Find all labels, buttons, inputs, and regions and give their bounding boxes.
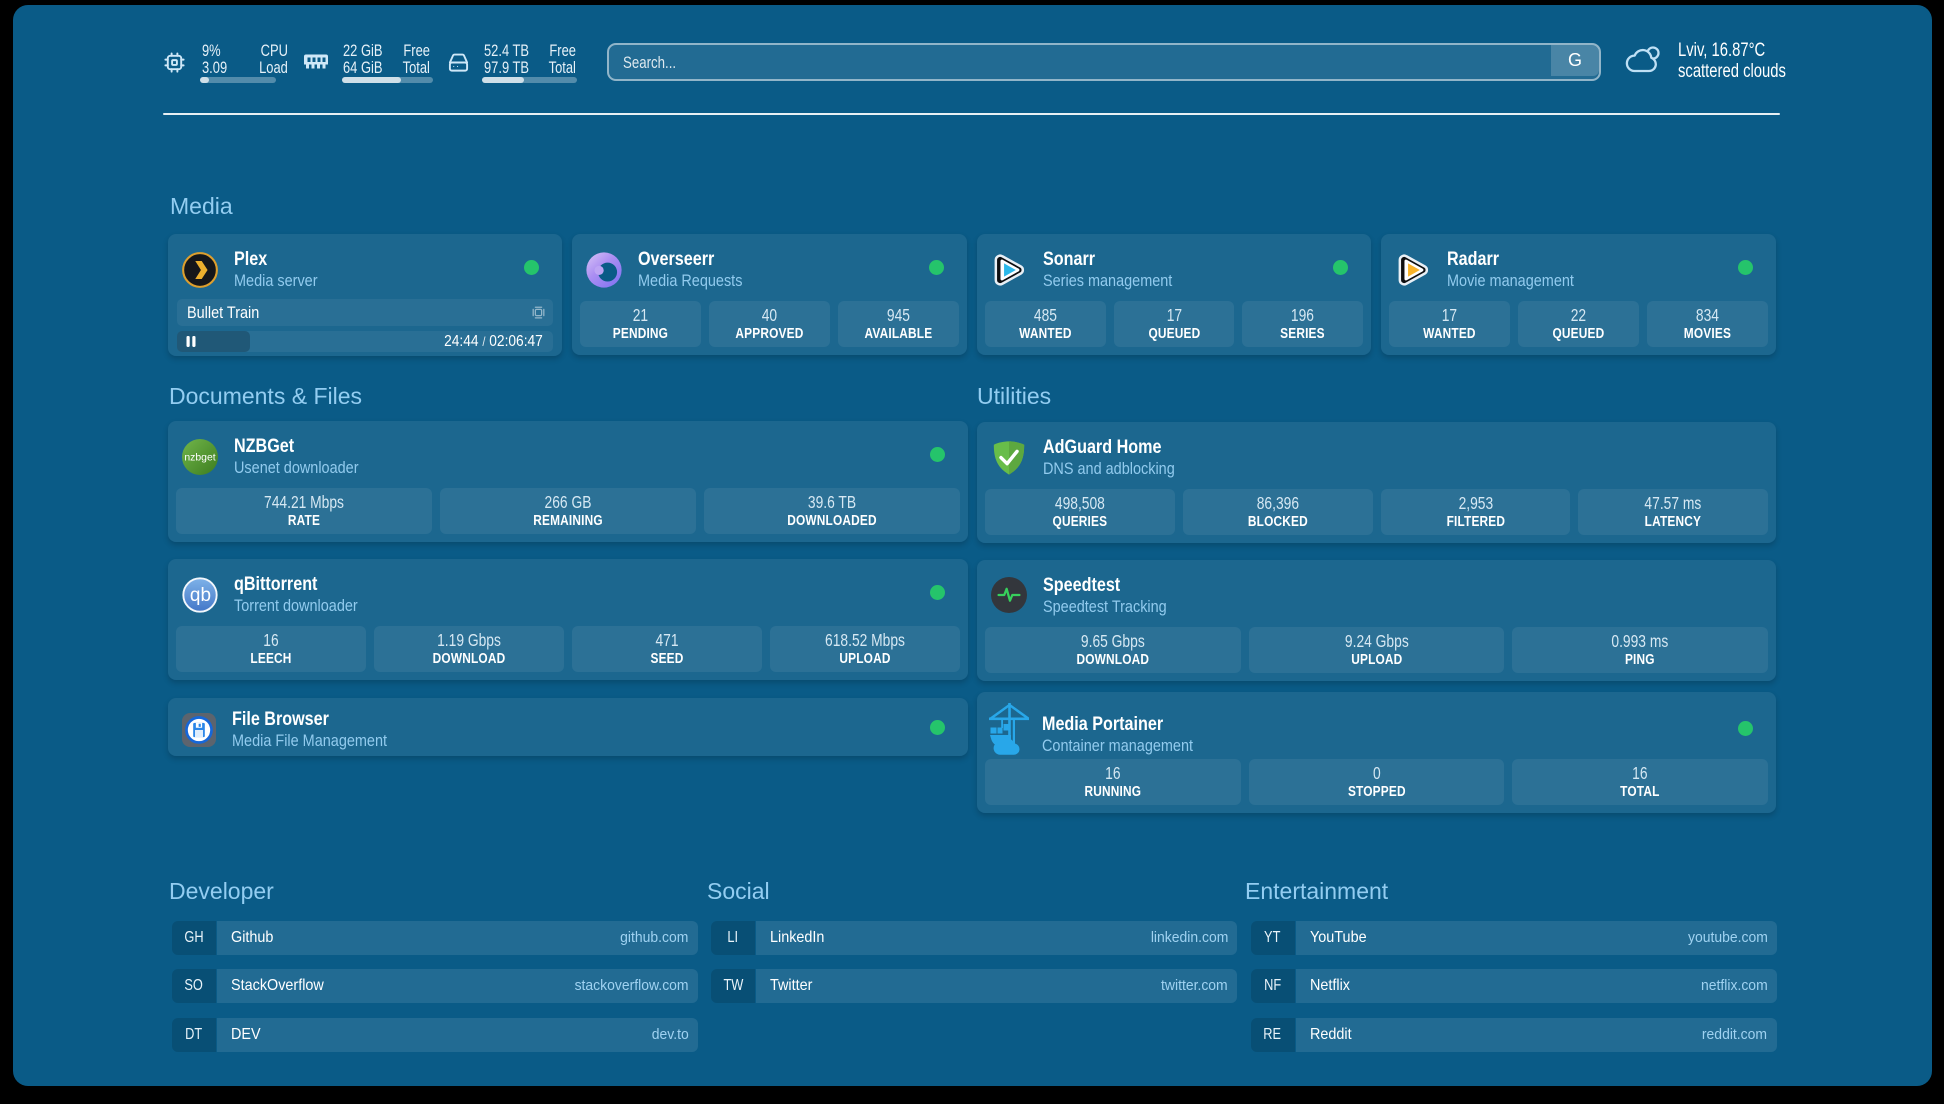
svg-text:qb: qb [189, 585, 210, 606]
svg-text:nzbget: nzbget [184, 452, 215, 463]
